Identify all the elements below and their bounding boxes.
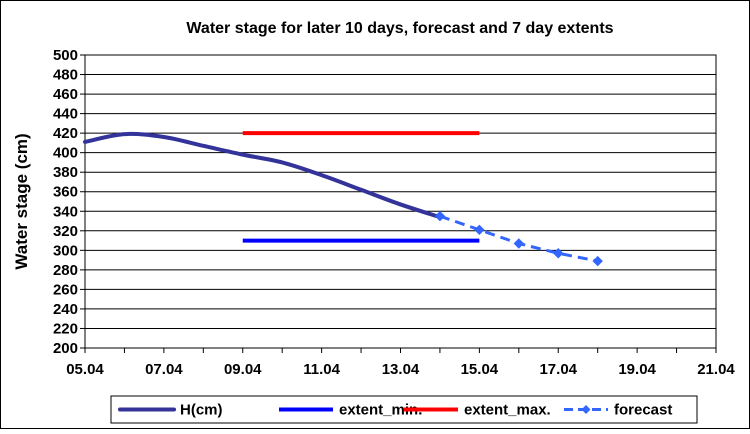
plot-area <box>85 55 716 348</box>
x-tick-label: 15.04 <box>461 361 499 378</box>
y-tick-label: 260 <box>53 281 78 298</box>
series-point-forecast <box>513 238 525 249</box>
series-point-forecast <box>592 255 603 267</box>
y-tick-label: 300 <box>53 242 78 259</box>
x-tick-label: 09.04 <box>224 361 262 378</box>
y-tick-label: 500 <box>53 47 78 64</box>
y-tick-label: 280 <box>53 262 78 279</box>
series-point-forecast <box>434 210 446 222</box>
x-tick-label: 19.04 <box>618 361 656 378</box>
y-tick-label: 460 <box>53 86 78 103</box>
chart-title: Water stage for later 10 days, forecast … <box>186 20 613 37</box>
series-line-h-cm <box>83 131 442 220</box>
y-tick-label: 380 <box>53 164 78 181</box>
x-tick-label: 13.04 <box>382 361 420 378</box>
x-tick-label: 07.04 <box>145 361 183 378</box>
y-tick-label: 220 <box>53 320 78 337</box>
x-tick-label: 17.04 <box>539 361 577 378</box>
y-tick-label: 420 <box>53 125 78 142</box>
y-axis-label: Water stage (cm) <box>12 133 31 269</box>
y-tick-label: 360 <box>53 184 78 201</box>
x-tick-label: 11.04 <box>303 361 340 378</box>
legend-label-h-cm: H(cm) <box>180 402 223 419</box>
y-tick-label: 480 <box>53 67 78 84</box>
y-tick-label: 320 <box>53 223 78 240</box>
legend-label-forecast: forecast <box>614 402 672 419</box>
x-tick-label: 21.04 <box>697 361 735 378</box>
legend-label-extent-max: extent_max. <box>464 402 551 419</box>
legend-label-extent-min: extent_min. <box>339 402 422 419</box>
x-tick-label: 05.04 <box>66 361 104 378</box>
legend-marker-forecast <box>581 405 591 414</box>
series-point-forecast <box>474 224 485 236</box>
y-tick-label: 340 <box>53 203 78 220</box>
y-tick-label: 200 <box>53 340 78 357</box>
y-tick-label: 240 <box>53 301 78 318</box>
series-point-forecast <box>553 248 564 259</box>
y-tick-label: 440 <box>53 106 78 123</box>
y-tick-label: 400 <box>53 145 78 162</box>
